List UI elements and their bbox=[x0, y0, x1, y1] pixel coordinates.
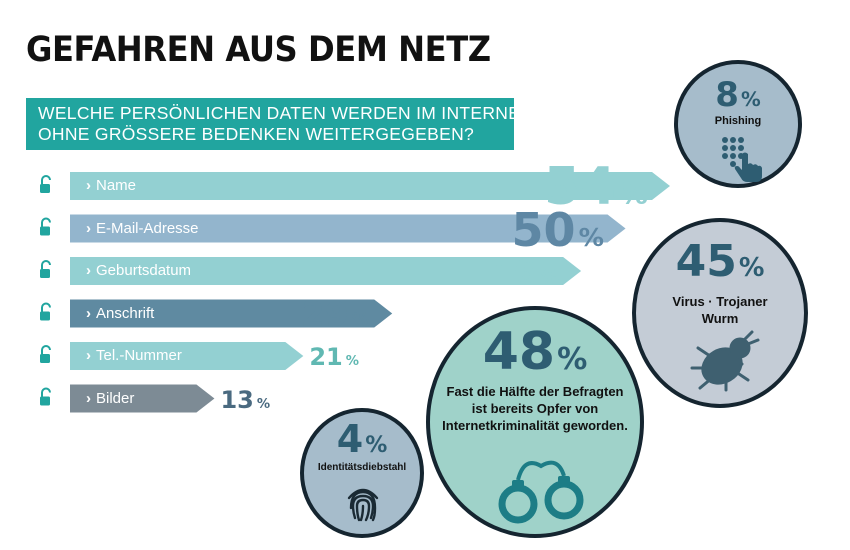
bar-value-label: 13% bbox=[220, 388, 270, 412]
bar-value-sign: % bbox=[578, 222, 604, 252]
identity-circle: 4% Identitätsdiebstahl bbox=[300, 408, 424, 538]
bar-value-label: 50% bbox=[512, 207, 604, 253]
bar-value-number: 54 bbox=[544, 157, 617, 217]
chevron-right-icon: › bbox=[86, 262, 91, 279]
virus-value: 45 bbox=[675, 236, 737, 287]
bar-name bbox=[70, 172, 670, 200]
bar-value-label: 29% bbox=[301, 298, 370, 332]
bar-category-text: Bilder bbox=[96, 389, 135, 407]
bar-value-sign: % bbox=[619, 177, 649, 211]
victims-value: 48 bbox=[482, 322, 556, 382]
bar-value-number: 13 bbox=[220, 385, 254, 414]
bar-value-number: 50 bbox=[511, 202, 576, 257]
bug-icon bbox=[690, 330, 760, 392]
lock-icon bbox=[40, 217, 51, 236]
bar-category-label: › Name bbox=[86, 172, 136, 200]
bar-category-label: › E-Mail-Adresse bbox=[86, 215, 199, 243]
bar-geburtsdatum bbox=[70, 257, 582, 285]
virus-label-line-1: Virus · Trojaner bbox=[672, 294, 768, 309]
identity-value: 4 bbox=[336, 417, 364, 461]
bar-value-sign: % bbox=[256, 396, 271, 412]
identity-sign: % bbox=[365, 433, 388, 458]
fingerprint-icon bbox=[347, 488, 379, 522]
virus-circle: 45% Virus · Trojaner Wurm bbox=[632, 218, 808, 408]
phishing-value: 8 bbox=[715, 75, 739, 115]
victims-text-line-2: ist bereits Opfer von bbox=[471, 401, 599, 416]
chevron-right-icon: › bbox=[86, 177, 91, 194]
question-banner: WELCHE PERSÖNLICHEN DATEN WERDEN IM INTE… bbox=[26, 98, 532, 150]
bar-value-label: 54% bbox=[544, 161, 648, 213]
virus-percentage: 45% bbox=[636, 240, 804, 284]
lock-icon bbox=[40, 175, 51, 193]
identity-percentage: 4% bbox=[304, 420, 420, 458]
bar-bilder bbox=[70, 384, 215, 413]
bar-category-label: › Anschrift bbox=[86, 300, 154, 328]
victims-text-line-1: Fast die Hälfte der Befragten bbox=[446, 384, 624, 399]
chevron-right-icon: › bbox=[86, 347, 91, 364]
phishing-circle: 8% Phishing bbox=[674, 60, 802, 188]
bar-category-label: › Tel.-Nummer bbox=[86, 342, 182, 370]
page-title: GEFAHREN AUS DEM NETZ bbox=[26, 30, 491, 70]
bar-category-text: Anschrift bbox=[96, 304, 155, 322]
bar-value-number: 46 bbox=[490, 252, 538, 292]
victims-text-line-3: Internetkriminalität geworden. bbox=[442, 418, 628, 433]
bar-category-text: Tel.-Nummer bbox=[96, 347, 182, 364]
virus-label-line-2: Wurm bbox=[701, 311, 739, 326]
question-line-2: OHNE GRÖSSERE BEDENKEN WEITERGEGEBEN? bbox=[38, 124, 475, 144]
phishing-sign: % bbox=[740, 88, 761, 111]
bar-value-sign: % bbox=[351, 309, 371, 331]
chevron-right-icon: › bbox=[86, 304, 91, 322]
victims-percentage: 48% bbox=[430, 326, 640, 378]
lock-icon bbox=[40, 345, 51, 363]
chevron-right-icon: › bbox=[86, 389, 91, 407]
lock-icon bbox=[40, 387, 51, 406]
bar-e-mail-adresse bbox=[70, 214, 626, 243]
lock-icon bbox=[40, 302, 51, 321]
bar-value-label: 46% bbox=[490, 255, 559, 289]
identity-label: Identitätsdiebstahl bbox=[317, 462, 407, 473]
bar-tel-nummer bbox=[70, 342, 304, 370]
keypad-hand-icon bbox=[722, 137, 762, 182]
handcuffs-icon bbox=[498, 460, 584, 524]
bar-category-text: Name bbox=[96, 177, 137, 194]
bar-category-label: › Geburtsdatum bbox=[86, 257, 191, 285]
bar-category-text: Geburtsdatum bbox=[96, 262, 192, 279]
lock-icon bbox=[40, 260, 51, 278]
bar-anschrift bbox=[70, 299, 393, 328]
bar-category-text: E-Mail-Adresse bbox=[96, 219, 199, 237]
question-line-1: WELCHE PERSÖNLICHEN DATEN WERDEN IM INTE… bbox=[38, 103, 532, 123]
phishing-percentage: 8% bbox=[678, 78, 798, 112]
virus-sign: % bbox=[738, 253, 765, 283]
victims-circle: 48% Fast die Hälfte der Befragten ist be… bbox=[426, 306, 644, 538]
bar-value-number: 29 bbox=[301, 294, 349, 335]
bar-value-label: 21% bbox=[309, 345, 359, 369]
bar-value-sign: % bbox=[540, 267, 560, 288]
bar-category-label: › Bilder bbox=[86, 385, 134, 413]
chevron-right-icon: › bbox=[86, 219, 91, 237]
bar-value-sign: % bbox=[345, 354, 359, 369]
bar-value-number: 21 bbox=[309, 343, 343, 371]
victims-sign: % bbox=[557, 342, 588, 377]
phishing-label: Phishing bbox=[714, 115, 762, 127]
